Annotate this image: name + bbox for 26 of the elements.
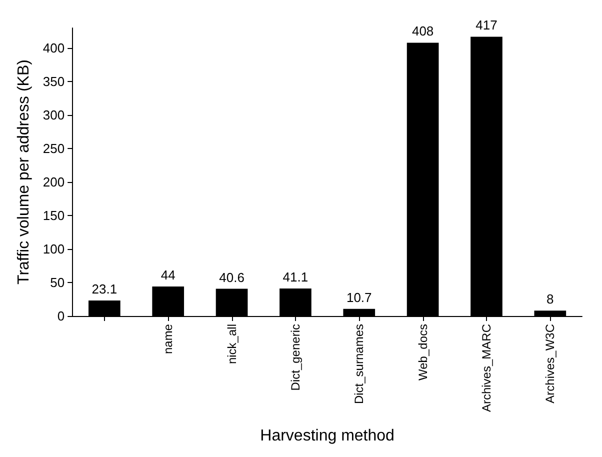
- data-label: 41.1: [282, 269, 308, 284]
- y-tick-label: 350: [42, 74, 65, 90]
- data-label: 23.1: [92, 282, 118, 297]
- x-tick-label: Archives_W3C: [543, 324, 558, 404]
- y-tick-label: 300: [42, 108, 65, 123]
- data-label: 10.7: [346, 290, 372, 305]
- x-tick-label: Dict_surnames: [352, 324, 366, 404]
- data-label: 8: [546, 292, 554, 307]
- y-tick-label: 400: [42, 40, 65, 56]
- data-label: 40.6: [219, 270, 244, 285]
- y-tick-label: 50: [50, 275, 65, 290]
- y-tick-label: 0: [57, 308, 65, 324]
- data-label: 44: [160, 268, 176, 283]
- y-axis-title: Traffic volume per address (KB): [16, 60, 32, 284]
- x-tick-label: Dict_generic: [288, 324, 302, 391]
- x-axis-title: Harvesting method: [260, 428, 394, 444]
- x-tick-label: Archives_MARC: [479, 324, 494, 412]
- x-tick-label: name: [161, 324, 176, 354]
- y-tick-label: 200: [42, 174, 65, 190]
- data-label: 417: [476, 18, 498, 33]
- y-tick-label: 250: [42, 141, 65, 156]
- y-tick-label: 100: [42, 242, 65, 257]
- x-tick-label: nick_all: [224, 324, 239, 364]
- data-label: 408: [412, 24, 434, 39]
- x-tick-label: Web_docs: [416, 324, 430, 380]
- y-tick-label: 150: [42, 208, 65, 224]
